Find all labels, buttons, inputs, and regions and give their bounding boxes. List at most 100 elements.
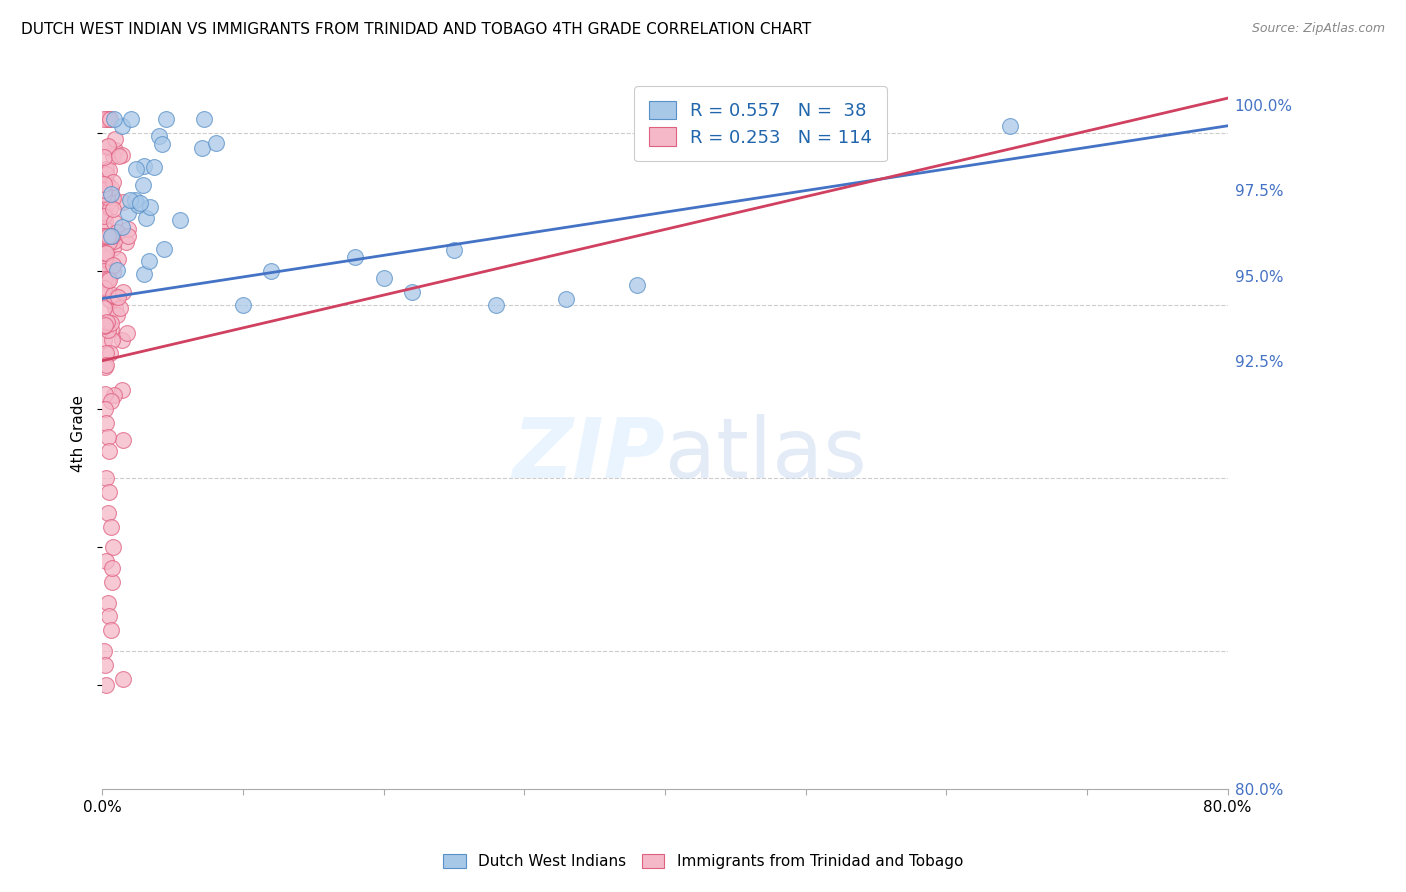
Point xyxy=(104,301,127,315)
Point xyxy=(139,200,162,214)
Point xyxy=(93,279,115,293)
Point xyxy=(204,136,226,150)
Point xyxy=(103,214,125,228)
Point xyxy=(100,321,122,335)
Point xyxy=(93,301,115,316)
Point xyxy=(103,149,125,163)
Point xyxy=(100,519,122,533)
Point xyxy=(104,143,127,157)
Point xyxy=(107,290,129,304)
Point xyxy=(104,132,127,146)
Point xyxy=(96,315,118,329)
Point xyxy=(96,196,118,211)
Point xyxy=(93,177,115,191)
Point xyxy=(96,140,118,154)
Point xyxy=(93,318,115,333)
Point xyxy=(443,243,465,257)
Point xyxy=(93,220,115,235)
Point xyxy=(96,182,118,196)
Point xyxy=(108,301,131,315)
Text: atlas: atlas xyxy=(665,414,866,495)
Point xyxy=(97,430,120,444)
Point xyxy=(97,272,120,286)
Point xyxy=(103,388,125,402)
Point xyxy=(94,402,117,417)
Point xyxy=(100,624,122,638)
Point xyxy=(232,298,254,312)
Point xyxy=(117,229,139,244)
Point xyxy=(111,333,134,347)
Point xyxy=(94,245,117,260)
Point xyxy=(103,202,125,217)
Point xyxy=(93,150,115,164)
Point xyxy=(97,163,120,178)
Point xyxy=(93,252,115,267)
Point xyxy=(96,358,118,372)
Point xyxy=(96,245,118,260)
Point xyxy=(129,195,152,210)
Point xyxy=(103,258,125,272)
Point xyxy=(94,171,117,186)
Point xyxy=(101,561,124,575)
Point xyxy=(117,326,139,341)
Point xyxy=(100,393,122,408)
Point xyxy=(94,246,117,260)
Point xyxy=(96,416,118,430)
Point xyxy=(101,574,124,589)
Point xyxy=(97,235,120,249)
Point xyxy=(132,178,155,192)
Point xyxy=(93,112,115,126)
Point xyxy=(191,141,214,155)
Point xyxy=(401,285,423,299)
Point xyxy=(127,197,149,211)
Point xyxy=(485,298,508,312)
Point xyxy=(111,119,134,133)
Point xyxy=(93,243,115,257)
Point xyxy=(93,271,115,285)
Point xyxy=(998,119,1021,133)
Point xyxy=(96,258,118,272)
Point xyxy=(94,657,117,672)
Legend: Dutch West Indians, Immigrants from Trinidad and Tobago: Dutch West Indians, Immigrants from Trin… xyxy=(437,848,969,875)
Point xyxy=(260,264,283,278)
Point xyxy=(97,596,120,610)
Legend: R = 0.557   N =  38, R = 0.253   N = 114: R = 0.557 N = 38, R = 0.253 N = 114 xyxy=(634,87,887,161)
Point xyxy=(105,263,128,277)
Point xyxy=(112,433,135,447)
Point xyxy=(98,201,121,215)
Point xyxy=(626,277,648,292)
Point xyxy=(117,206,139,220)
Point xyxy=(108,149,131,163)
Text: DUTCH WEST INDIAN VS IMMIGRANTS FROM TRINIDAD AND TOBAGO 4TH GRADE CORRELATION C: DUTCH WEST INDIAN VS IMMIGRANTS FROM TRI… xyxy=(21,22,811,37)
Point xyxy=(125,161,148,176)
Point xyxy=(111,194,134,209)
Point xyxy=(93,247,115,261)
Point xyxy=(112,672,135,686)
Point xyxy=(101,241,124,255)
Point xyxy=(94,272,117,286)
Point xyxy=(138,253,160,268)
Point xyxy=(100,260,122,275)
Point xyxy=(193,112,215,126)
Point xyxy=(120,112,142,126)
Point xyxy=(93,187,115,202)
Point xyxy=(555,292,578,306)
Point xyxy=(93,206,115,220)
Point xyxy=(96,554,118,568)
Point xyxy=(120,194,142,208)
Point xyxy=(93,183,115,197)
Point xyxy=(93,644,115,658)
Point xyxy=(101,333,124,347)
Point xyxy=(97,323,120,337)
Point xyxy=(100,228,122,243)
Point xyxy=(93,229,115,244)
Point xyxy=(134,267,156,281)
Point xyxy=(169,213,191,227)
Point xyxy=(94,346,117,360)
Point xyxy=(143,161,166,175)
Point xyxy=(107,252,129,266)
Point xyxy=(96,112,118,126)
Point xyxy=(94,214,117,228)
Point xyxy=(103,235,125,249)
Point xyxy=(93,202,115,217)
